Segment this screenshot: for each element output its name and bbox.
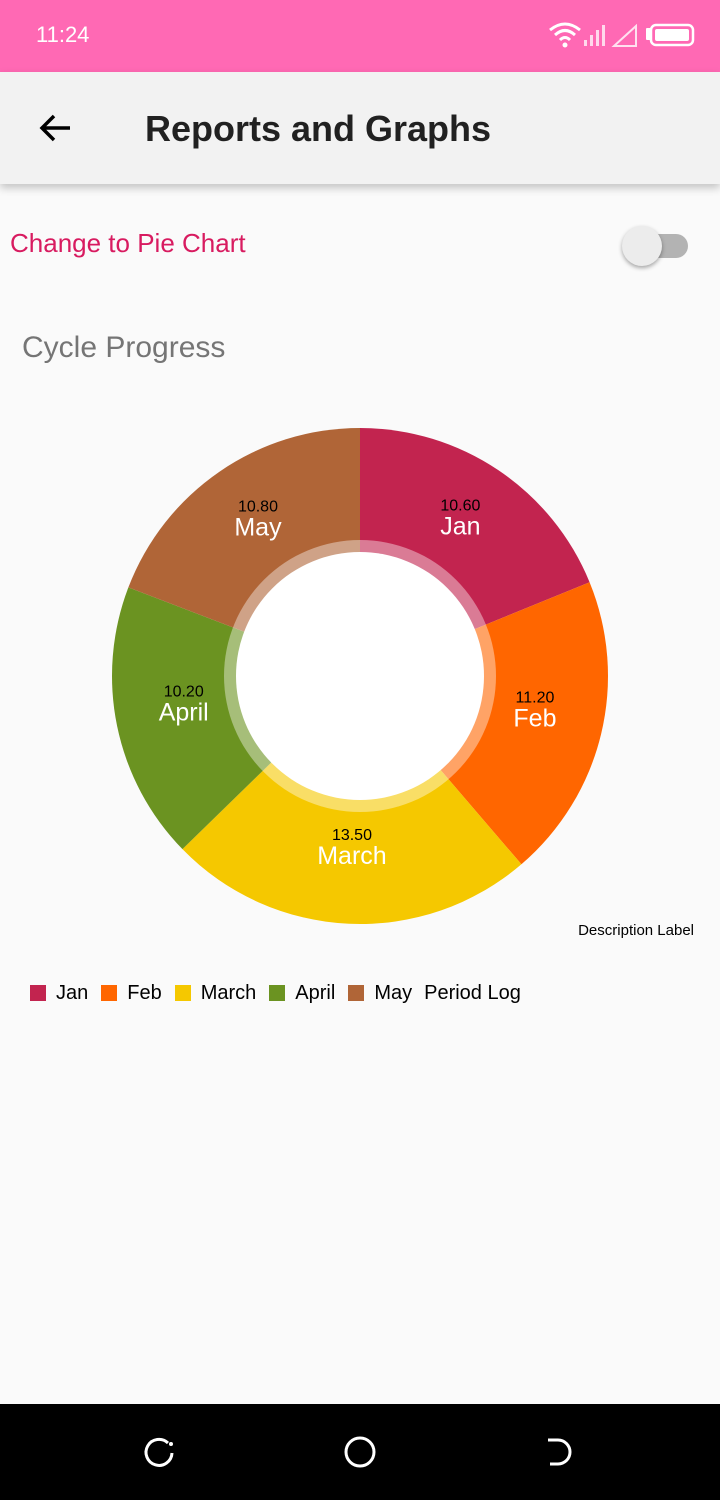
legend-label: Jan <box>56 981 89 1004</box>
home-icon[interactable] <box>340 1432 380 1472</box>
chart-description-label: Description Label <box>578 922 694 939</box>
app-bar: Reports and Graphs <box>0 72 720 184</box>
legend-swatch <box>101 985 118 1001</box>
pie-chart-switch[interactable] <box>620 224 692 268</box>
recent-apps-icon[interactable] <box>140 1432 180 1472</box>
legend-swatch <box>269 985 286 1001</box>
legend-label: Feb <box>127 981 162 1004</box>
wifi-icon <box>549 22 581 48</box>
legend-label: May <box>374 981 413 1004</box>
legend-item-april: April <box>269 982 335 1005</box>
cellular-signal-icon <box>584 25 605 46</box>
legend-label: March <box>200 981 257 1004</box>
legend-swatch <box>30 985 46 1001</box>
legend-item-feb: Feb <box>101 981 162 1005</box>
legend-item-march: March <box>174 981 257 1005</box>
navigation-bar <box>0 1404 720 1500</box>
legend-item-jan: Jan <box>30 982 88 1005</box>
slice-value-label: 13.50 <box>332 827 372 844</box>
page-title: Reports and Graphs <box>145 108 492 149</box>
slice-value-label: 10.80 <box>238 499 278 516</box>
arrow-back-icon <box>39 114 70 142</box>
legend-label: April <box>295 981 336 1004</box>
pie-slice-march[interactable] <box>182 676 522 924</box>
slice-value-label: 10.60 <box>440 498 480 515</box>
no-signal-icon <box>611 23 637 47</box>
back-button[interactable] <box>24 100 88 156</box>
slice-category-label: Jan <box>440 513 480 541</box>
donut-hole <box>236 552 484 800</box>
slice-category-label: March <box>317 842 386 870</box>
slice-value-label: 10.20 <box>164 683 204 700</box>
back-nav-icon[interactable] <box>538 1432 578 1472</box>
slice-category-label: Feb <box>513 704 556 732</box>
legend-swatch <box>174 985 191 1001</box>
legend-swatch <box>348 985 365 1001</box>
pie-chart-toggle-label: Change to Pie Chart <box>10 228 246 258</box>
slice-category-label: May <box>234 514 282 542</box>
slice-value-label: 11.20 <box>516 689 555 706</box>
chart-legend: Jan Feb March April May Period Log <box>30 980 521 1006</box>
legend-series-label: Period Log <box>424 981 521 1004</box>
status-bar: 11:24 <box>0 0 720 72</box>
chart-title: Cycle Progress <box>22 331 226 364</box>
status-icons <box>549 22 695 48</box>
switch-thumb <box>622 226 662 266</box>
slice-category-label: April <box>159 698 209 726</box>
battery-icon <box>646 23 695 47</box>
legend-item-may: May <box>348 982 412 1005</box>
status-time: 11:24 <box>36 22 90 47</box>
